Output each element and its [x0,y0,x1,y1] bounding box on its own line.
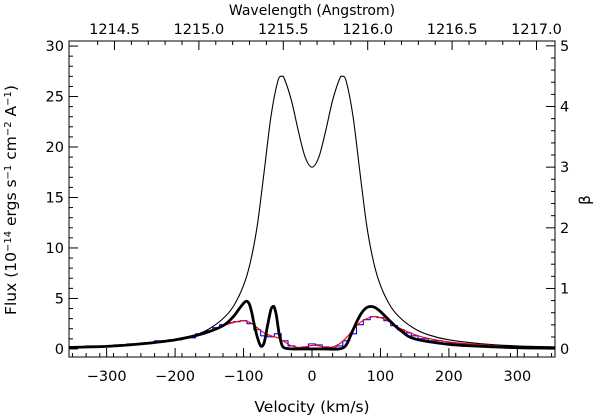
x-tick-label: −100 [224,369,264,385]
y2-tick-label: 3 [560,160,569,176]
tick-layer [69,41,555,357]
y-axis-title-cm: cm [2,136,20,165]
y2-tick-label: 1 [560,281,569,297]
y-tick-label: 0 [55,342,64,358]
x-tick-label: −300 [87,369,127,385]
y2-tick-label: 5 [560,39,569,55]
y-tick-label: 10 [46,241,64,257]
x-tick-label: 200 [435,369,463,385]
y-tick-label: 15 [46,190,64,206]
y2-tick-label: 0 [560,342,569,358]
x-tick-label: −200 [155,369,195,385]
y-tick-label: 30 [46,39,64,55]
y-tick-label: 20 [46,140,64,156]
x2-tick-label: 1216.5 [427,22,478,38]
y-axis-title-exp1: −14 [3,231,14,252]
x-tick-label: 300 [504,369,532,385]
y-axis-title-exp4: −1 [3,91,14,106]
x2-tick-label: 1217.0 [511,22,562,38]
series-line-0 [69,75,555,348]
x2-tick-label: 1216.0 [342,22,393,38]
x2-tick-label: 1215.5 [258,22,309,38]
y-axis-title-suffix: ) [2,85,20,91]
right-axis-title: β [576,195,594,205]
plot-frame [68,40,556,358]
series-line-1 [69,299,555,351]
y2-tick-label: 2 [560,221,569,237]
y-axis-title-prefix: Flux (10 [2,252,20,315]
x2-tick-label: 1215.0 [174,22,225,38]
top-axis-title: Wavelength (Angstrom) [229,3,395,19]
y-axis-title: Flux (10−14 ergs s−1 cm−2 A−1) [2,85,20,315]
x-tick-label: 0 [307,369,316,385]
y-axis-title-A: A [2,105,20,121]
y2-tick-label: 4 [560,100,569,116]
x-tick-label: 100 [367,369,395,385]
x2-tick-label: 1214.5 [89,22,140,38]
series-layer [69,75,555,351]
y-axis-title-ergs: ergs s [2,179,20,230]
y-axis-title-exp2: −1 [3,165,14,180]
y-axis-title-exp3: −2 [3,121,14,136]
y-tick-label: 25 [46,90,64,106]
y-tick-label: 5 [55,291,64,307]
x-axis-title: Velocity (km/s) [254,398,369,416]
